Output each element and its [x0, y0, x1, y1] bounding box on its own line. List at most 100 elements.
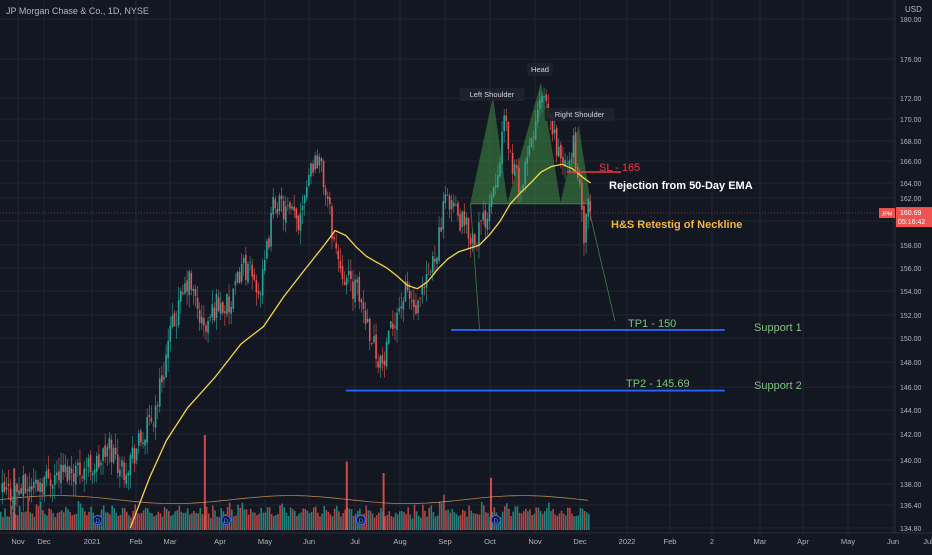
label-support-1: Support 1	[754, 322, 802, 334]
candle-body	[9, 488, 12, 502]
candle	[396, 307, 398, 343]
candle-body	[278, 195, 281, 212]
candle	[505, 108, 508, 131]
candle-body	[11, 501, 14, 502]
candle	[320, 156, 323, 173]
candle-body	[387, 330, 390, 344]
time-tick-label: Mar	[754, 537, 767, 546]
candle-body	[442, 201, 445, 230]
candle	[137, 429, 140, 454]
candle-body	[142, 442, 144, 445]
candle-body	[452, 202, 455, 207]
volume-bar	[298, 513, 300, 530]
volume-bar	[453, 512, 456, 530]
volume-bar	[522, 511, 525, 530]
candle-body	[245, 254, 247, 280]
volume-bar-spike	[382, 473, 385, 530]
volume-bar	[466, 516, 468, 530]
candle	[440, 217, 442, 233]
candle	[436, 256, 438, 270]
candle-body	[251, 264, 253, 277]
candle-body	[240, 263, 243, 282]
volume-bar	[77, 501, 80, 530]
candle	[93, 463, 96, 483]
volume-bar	[283, 507, 286, 530]
candle-body	[272, 196, 274, 215]
candle	[413, 287, 415, 321]
candle	[53, 463, 56, 500]
volume-bar	[390, 516, 393, 530]
candle-body	[518, 167, 520, 194]
candle	[167, 328, 169, 372]
volume-bar	[264, 512, 267, 530]
candle	[482, 200, 484, 225]
candle	[543, 87, 545, 104]
candle-body	[213, 307, 216, 321]
candle-body	[377, 361, 379, 368]
candle	[570, 152, 573, 170]
candle	[158, 368, 161, 413]
label-retest: H&S Retestig of Neckline	[611, 219, 742, 231]
candle-body	[358, 276, 361, 302]
candle	[268, 235, 270, 250]
candle-body	[140, 430, 142, 443]
volume-bar	[474, 513, 477, 530]
candle	[56, 460, 58, 484]
volume-bar	[231, 509, 233, 530]
candle-body	[402, 301, 405, 310]
volume-bar	[16, 515, 19, 530]
volume-bar	[4, 508, 6, 530]
candle	[28, 472, 31, 502]
candle-body	[179, 290, 182, 302]
time-axis-bg	[0, 533, 932, 550]
candle-body	[236, 272, 239, 283]
volume-bar	[228, 502, 231, 530]
candle	[186, 270, 188, 305]
candle	[381, 346, 384, 372]
candle-body	[66, 466, 69, 482]
candle-body	[308, 175, 310, 186]
ticker-badge-text: JPM	[882, 212, 893, 218]
candle	[295, 207, 298, 233]
candle-body	[515, 165, 518, 168]
volume-bar	[144, 507, 147, 530]
volume-bar	[254, 512, 256, 530]
candle	[156, 401, 159, 420]
candle-body	[228, 296, 230, 313]
candle-body	[511, 152, 514, 174]
volume-bar	[333, 508, 336, 530]
price-tick-label: 144.00	[900, 408, 922, 415]
time-tick-label: Jun	[303, 537, 315, 546]
volume-bar	[268, 507, 271, 530]
candle-body	[545, 94, 547, 101]
candle	[385, 337, 388, 370]
candle	[169, 316, 172, 352]
candle-body	[100, 462, 102, 466]
candle	[98, 445, 100, 470]
candle	[74, 461, 77, 497]
candle-body	[186, 280, 188, 292]
volume-bar-spike	[203, 435, 206, 530]
volume-bar	[472, 513, 475, 530]
volume-bar	[279, 505, 281, 530]
candle	[259, 290, 262, 308]
candle-body	[536, 109, 539, 123]
volume-bar	[392, 517, 395, 530]
candle	[343, 271, 346, 286]
volume-bar	[417, 515, 420, 530]
candle	[196, 286, 199, 320]
volume-bar	[42, 510, 44, 530]
candle	[400, 292, 403, 319]
volume-bar	[48, 508, 50, 530]
price-tick-label: 172.00	[900, 96, 922, 103]
volume-bar	[319, 516, 321, 530]
candle	[278, 192, 281, 216]
candle-body	[503, 115, 505, 132]
candle-body	[417, 300, 419, 314]
candle	[22, 465, 25, 512]
volume-bar	[75, 513, 78, 530]
projection-line	[587, 203, 616, 321]
volume-bar	[21, 512, 23, 530]
